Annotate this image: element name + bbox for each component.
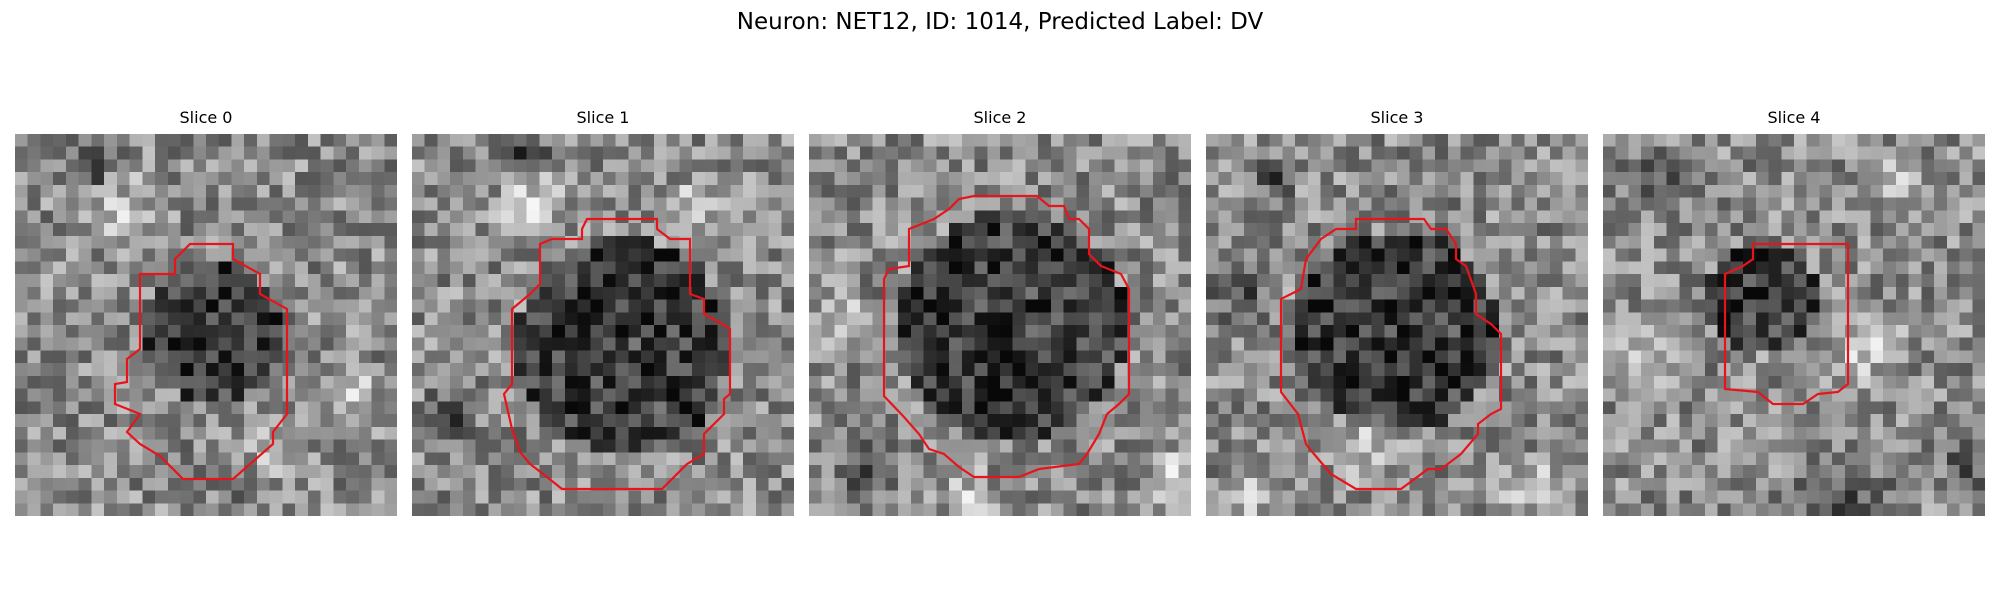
- slice-pixels-3: [1206, 134, 1588, 516]
- slice-panel-4: Slice 4: [1603, 108, 1985, 518]
- neuron-contour-0: [113, 242, 289, 481]
- neuron-contour-4: [1723, 242, 1850, 406]
- slice-title-3: Slice 3: [1370, 108, 1424, 127]
- slice-title-4: Slice 4: [1767, 108, 1821, 127]
- slice-image-3: [1206, 134, 1588, 516]
- slice-image-1: [412, 134, 794, 516]
- slice-image-0: [15, 134, 397, 516]
- slice-title-0: Slice 0: [179, 108, 233, 127]
- neuron-contour-1: [502, 217, 732, 491]
- slice-title-1: Slice 1: [576, 108, 630, 127]
- neuron-contour-3: [1279, 217, 1503, 491]
- slice-image-2: [809, 134, 1191, 516]
- figure-title: Neuron: NET12, ID: 1014, Predicted Label…: [736, 9, 1264, 35]
- slice-panel-0: Slice 0: [15, 108, 397, 518]
- neuron-contour-2: [882, 194, 1131, 479]
- slice-image-4: [1603, 134, 1985, 516]
- slice-pixels-0: [15, 134, 397, 516]
- slice-pixels-2: [809, 134, 1191, 516]
- slice-title-2: Slice 2: [973, 108, 1027, 127]
- slice-panel-1: Slice 1: [412, 108, 794, 518]
- slice-panel-3: Slice 3: [1206, 108, 1588, 518]
- slice-panel-2: Slice 2: [809, 108, 1191, 518]
- slice-pixels-4: [1603, 134, 1985, 516]
- slice-pixels-1: [412, 134, 794, 516]
